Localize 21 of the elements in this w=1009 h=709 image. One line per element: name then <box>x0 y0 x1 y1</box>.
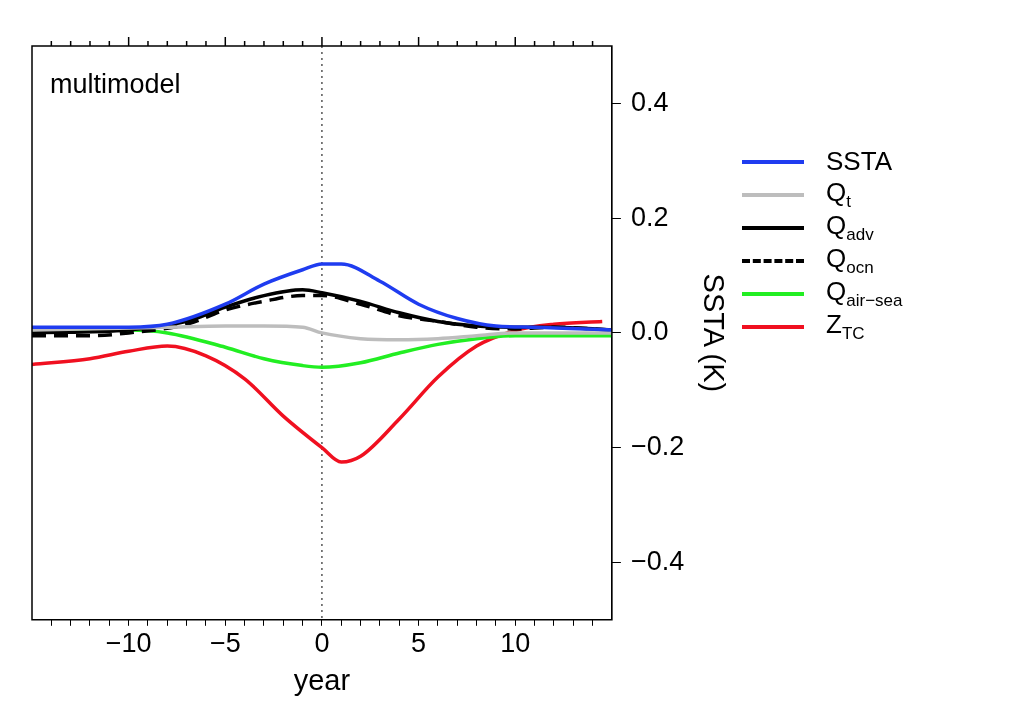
x-tick-label: 0 <box>314 628 330 659</box>
y-axis-title: SSTA (K) <box>697 273 730 393</box>
annotation: multimodel <box>50 68 181 99</box>
x-tick-label: −10 <box>105 628 152 659</box>
y-tick-label: 0.0 <box>630 316 669 347</box>
legend-label: Q$_{air−sea}$ <box>826 275 903 311</box>
legend-label: Z$_{TC}$ <box>826 308 865 345</box>
y-tick-label: −0.2 <box>630 431 685 462</box>
y-tick-label: 0.4 <box>630 86 669 117</box>
y-tick-label: −0.4 <box>630 545 685 576</box>
x-tick-label: −5 <box>209 628 241 659</box>
legend-label: Q$_{adv}$ <box>826 209 874 245</box>
x-axis-title: year <box>293 663 351 696</box>
x-tick-label: 10 <box>500 628 531 659</box>
x-tick-label: 5 <box>411 628 427 659</box>
y-tick-label: 0.2 <box>630 201 669 232</box>
legend-label: Q$_{t}$ <box>826 176 851 212</box>
line-series <box>32 262 612 332</box>
legend-label: SSTA <box>826 146 892 177</box>
legend-label: Q$_{ocn}$ <box>826 242 874 278</box>
line-series <box>32 319 604 464</box>
